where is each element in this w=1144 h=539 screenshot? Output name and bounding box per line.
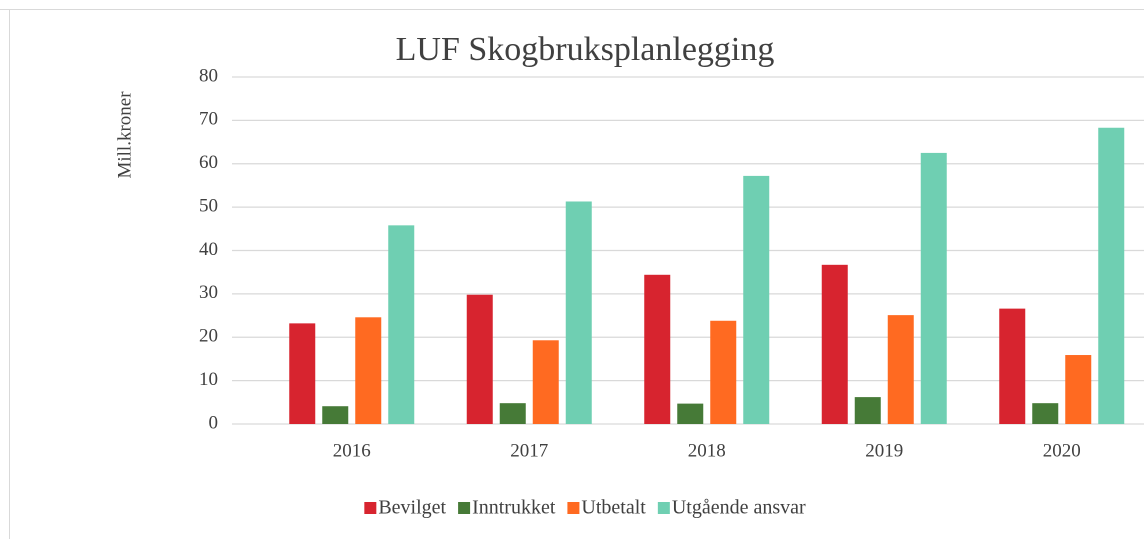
x-tick-label: 2016 — [333, 440, 371, 461]
y-tick-label: 0 — [209, 412, 219, 433]
bar — [1032, 403, 1059, 424]
bar — [743, 175, 770, 424]
x-tick-label: 2019 — [865, 440, 903, 461]
bar — [887, 315, 914, 424]
y-tick-label: 30 — [199, 282, 218, 303]
y-tick-label: 20 — [199, 326, 218, 347]
bar — [388, 225, 415, 424]
x-tick-label: 2017 — [510, 440, 548, 461]
legend-label: Inntrukket — [472, 497, 556, 519]
legend-label: Utbetalt — [581, 497, 646, 519]
chart-title: LUF Skogbruksplanlegging — [396, 31, 775, 68]
y-tick-label: 70 — [199, 109, 218, 130]
bar — [1098, 127, 1125, 424]
legend-label: Bevilget — [378, 497, 446, 519]
bar — [565, 201, 592, 424]
bar — [1065, 355, 1092, 424]
legend-swatch — [657, 502, 670, 514]
bar — [532, 340, 559, 424]
bar — [854, 397, 881, 424]
y-axis-label: Mill.kroner — [114, 91, 135, 179]
y-tick-label: 80 — [199, 65, 218, 86]
x-tick-label: 2018 — [688, 440, 726, 461]
legend-swatch — [458, 502, 471, 514]
bar — [355, 317, 382, 424]
bar — [499, 403, 526, 424]
bar — [644, 274, 671, 424]
bar — [289, 323, 316, 424]
y-tick-label: 50 — [199, 195, 218, 216]
y-tick-label: 60 — [199, 152, 218, 173]
bar — [920, 152, 947, 424]
y-tick-label: 40 — [199, 239, 218, 260]
legend-swatch — [364, 502, 377, 514]
bar — [322, 406, 349, 424]
legend-swatch — [567, 502, 580, 514]
bar — [999, 308, 1026, 424]
x-tick-label: 2020 — [1043, 440, 1081, 461]
bar — [677, 403, 704, 424]
bar — [821, 264, 848, 424]
y-tick-label: 10 — [199, 369, 218, 390]
legend-label: Utgående ansvar — [672, 497, 806, 519]
bar — [710, 320, 737, 424]
bar — [466, 294, 493, 424]
